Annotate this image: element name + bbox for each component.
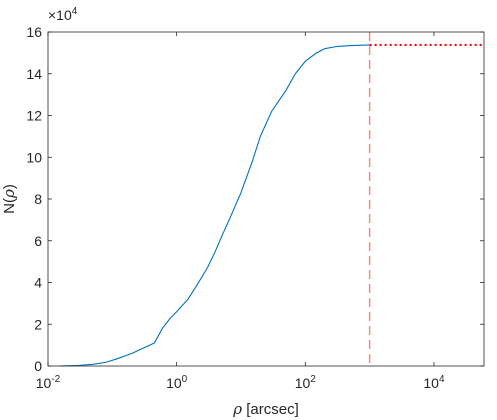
y-tick-label-1: 2: [34, 316, 42, 332]
y-tick-label-4: 8: [34, 191, 42, 207]
y-axis-multiplier-exponent: 4: [72, 6, 78, 17]
y-tick-label-3: 6: [34, 233, 42, 249]
x-tick-label-base: 10: [36, 375, 52, 391]
y-tick-label-7: 14: [26, 66, 42, 82]
x-axis-label-symbol: ρ: [232, 400, 242, 418]
y-axis-multiplier: ×104: [48, 6, 78, 23]
y-axis-multiplier-base: ×10: [48, 7, 72, 23]
y-tick-label-5: 10: [26, 149, 42, 165]
y-axis-label-prefix: N(: [1, 198, 18, 214]
y-axis-label: N(ρ): [0, 184, 18, 214]
x-tick-label-base: 10: [166, 375, 182, 391]
x-axis-label-unit: [arcsec]: [246, 401, 299, 418]
y-tick-label-6: 12: [26, 108, 42, 124]
y-axis: 0 2 4 6 8 10 12 14 16: [26, 24, 484, 374]
x-tick-label-exponent: 2: [310, 374, 316, 385]
x-tick-label-3: 104: [423, 374, 445, 391]
x-tick-label-exponent: 0: [182, 374, 188, 385]
x-tick-label-base: 10: [423, 375, 439, 391]
x-tick-label-0: 10-2: [36, 374, 61, 391]
x-tick-label-1: 100: [166, 374, 188, 391]
x-axis: 10-2 100 102 104: [36, 32, 445, 391]
x-tick-label-exponent: -2: [51, 374, 60, 385]
y-axis-label-symbol: ρ: [0, 189, 18, 199]
series-line-0: [59, 44, 370, 367]
y-axis-label-suffix: ): [1, 184, 18, 189]
x-tick-label-2: 102: [295, 374, 317, 391]
y-tick-label-0: 0: [34, 358, 42, 374]
y-tick-label-2: 4: [34, 275, 42, 291]
x-tick-label-exponent: 4: [439, 374, 445, 385]
y-tick-label-8: 16: [26, 24, 42, 40]
x-tick-label-base: 10: [295, 375, 311, 391]
plot-marks: [59, 32, 484, 367]
x-axis-label: ρ [arcsec]: [232, 400, 299, 418]
